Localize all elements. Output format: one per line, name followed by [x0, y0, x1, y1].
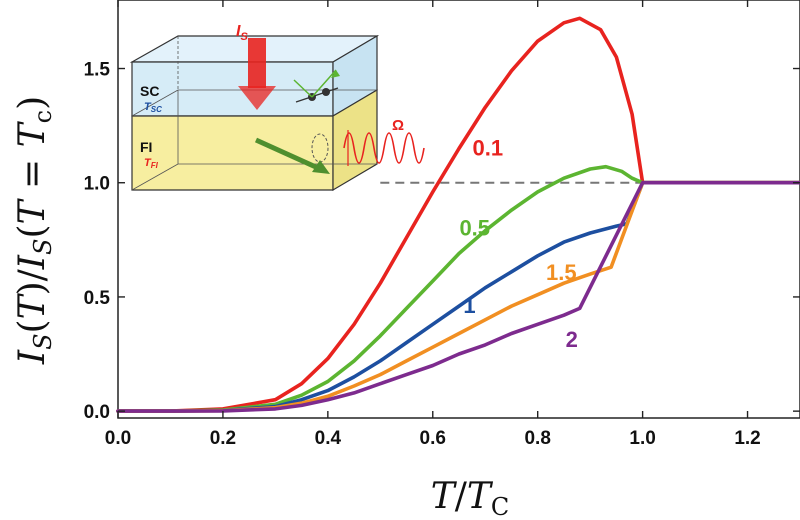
curve-label-1-5: 1.5	[546, 260, 577, 285]
magnon-arrow-head	[331, 70, 340, 78]
magnon-scatter-in	[293, 79, 313, 98]
current-arrow-head	[238, 86, 276, 110]
series-line-2	[116, 180, 800, 413]
x-tick-label: 1.0	[629, 428, 655, 449]
y-tick-label: 0.5	[84, 288, 111, 309]
curve-label-2: 2	[566, 327, 578, 352]
magnon-scatter-out	[311, 69, 337, 98]
x-tick-label: 0.4	[315, 428, 342, 449]
interface-edge-left	[131, 89, 179, 117]
tsc-label: TSC	[144, 101, 162, 114]
x-tick-label: 0.6	[420, 428, 446, 449]
y-tick-label: 1.0	[84, 174, 110, 195]
x-tick-label: 0.8	[524, 428, 550, 449]
y-tick-label: 1.5	[84, 60, 111, 81]
y-tick-label: 0.0	[84, 402, 110, 423]
curve-label-0-5: 0.5	[459, 215, 490, 240]
bottom-left-edge	[131, 163, 179, 191]
x-tick-label: 0.2	[210, 428, 236, 449]
microwave-wave	[343, 132, 425, 164]
spin-wave-arrow-shaft	[254, 137, 320, 171]
y-axis-title: IS(T)/IS(T = Tc)	[12, 96, 57, 365]
x-axis-title: T/TC	[431, 476, 510, 520]
curve-label-1: 1	[463, 293, 475, 318]
series-line-0-1	[116, 16, 800, 413]
tfi-label: TFI	[144, 157, 159, 170]
curve-label-0-1: 0.1	[473, 135, 504, 160]
x-tick-label: 0.0	[105, 428, 131, 449]
sc-label: SC	[140, 83, 159, 99]
spin-wave-arrow-head	[312, 160, 330, 174]
fi-front-face	[131, 115, 334, 191]
cooper-pair-link	[295, 87, 339, 103]
electron-2	[322, 88, 330, 96]
current-arrow-shaft	[248, 38, 266, 88]
fi-label: FI	[140, 139, 152, 155]
inset-illustration: IS SC TSC FI TFI Ω	[129, 23, 425, 192]
series-line-0-5	[116, 164, 800, 413]
is-label: IS	[236, 23, 248, 43]
x-tick-label: 1.2	[734, 428, 760, 449]
omega-label: Ω	[392, 117, 404, 134]
